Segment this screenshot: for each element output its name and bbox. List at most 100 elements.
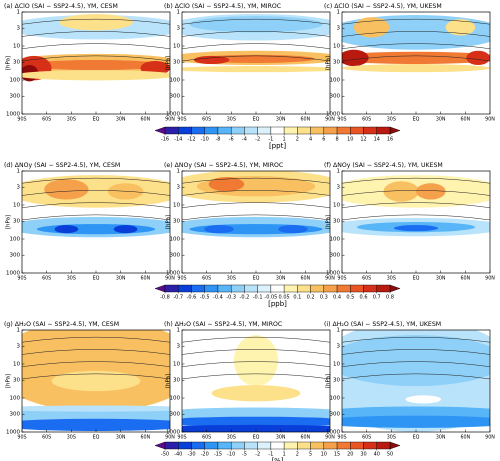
cbar-box <box>230 441 245 450</box>
field <box>182 407 330 420</box>
contour <box>342 202 490 208</box>
contour <box>22 18 170 25</box>
y-tick-label: 1 <box>337 10 341 16</box>
field <box>182 424 330 432</box>
field <box>59 14 133 31</box>
field <box>44 179 89 200</box>
x-tick-label: 30S <box>67 117 76 123</box>
cbar-box <box>310 441 325 450</box>
y-tick-label: 3 <box>17 26 21 32</box>
y-tick-label: 1 <box>17 10 21 16</box>
panel-title: (g) ΔH₂O (SAI − SSP2-4.5), YM, CESM <box>4 321 119 328</box>
cbar-label: 12 <box>360 137 366 143</box>
field <box>189 16 323 33</box>
x-tick-label: 60N <box>300 276 310 282</box>
y-tick-label: 300 <box>10 253 21 259</box>
cbar-box <box>204 126 219 135</box>
x-tick-label: 30N <box>436 276 446 282</box>
field <box>54 225 79 234</box>
cbar-box <box>283 284 298 293</box>
cbar-label: 15 <box>334 452 340 458</box>
x-tick-label: 90S <box>17 435 26 441</box>
field <box>193 55 230 65</box>
y-tick-label: 1000 <box>166 112 180 118</box>
cbar-box <box>191 284 205 293</box>
x-tick-label: 90S <box>177 276 186 282</box>
x-tick-label: 30N <box>116 276 126 282</box>
cbar-label: -5 <box>242 452 247 458</box>
y-tick-label: 10 <box>333 362 340 368</box>
y-label: [hPa] <box>6 215 12 229</box>
x-tick-label: 30N <box>116 117 126 123</box>
field <box>393 225 439 232</box>
cbar-label: -2 <box>255 452 260 458</box>
cbar-box <box>217 284 232 293</box>
cbar-box <box>164 441 179 450</box>
cbar-box <box>310 126 325 135</box>
field <box>208 177 245 192</box>
x-tick-label: EQ <box>253 276 260 282</box>
field <box>22 405 170 412</box>
x-tick-label: 90N <box>325 435 335 441</box>
cbar-label: 10 <box>321 452 327 458</box>
cbar-label: 0.3 <box>320 295 328 301</box>
cbar-box <box>363 441 377 450</box>
y-tick-label: 100 <box>170 237 181 243</box>
cbar-box <box>350 126 364 135</box>
y-tick-label: 1000 <box>6 430 20 436</box>
cbar-box <box>323 284 338 293</box>
field <box>466 50 490 66</box>
cbar-label: 16 <box>387 137 393 143</box>
y-tick-label: 30 <box>13 378 20 384</box>
field <box>233 335 279 387</box>
x-tick-label: 30N <box>276 276 286 282</box>
y-tick-label: 1000 <box>6 271 20 277</box>
cbar-box <box>336 126 351 135</box>
y-tick-label: 300 <box>10 412 21 418</box>
cbar-label: -10 <box>201 137 209 143</box>
cbar-box <box>350 284 364 293</box>
field <box>405 395 442 404</box>
x-tick-label: 90S <box>337 117 346 123</box>
panel <box>182 330 330 432</box>
y-tick-label: 30 <box>173 60 180 66</box>
cbar-label: 1 <box>283 137 286 143</box>
cbar-end <box>389 126 401 135</box>
contour <box>182 31 330 37</box>
cbar-box <box>217 126 232 135</box>
contour <box>182 361 330 367</box>
cbar-label: -12 <box>187 137 195 143</box>
cbar-box <box>257 126 272 135</box>
field <box>29 59 163 71</box>
y-tick-label: 300 <box>330 94 341 100</box>
y-tick-label: 3 <box>337 26 341 32</box>
y-label: [hPa] <box>6 374 12 388</box>
x-tick-label: EQ <box>413 276 420 282</box>
contour <box>182 177 330 184</box>
cbar-unit: [%] <box>271 457 283 461</box>
x-tick-label: 60N <box>460 117 470 123</box>
y-tick-label: 30 <box>173 378 180 384</box>
cbar-label: -10 <box>227 452 235 458</box>
x-tick-label: EQ <box>93 117 100 123</box>
contour <box>22 202 170 208</box>
cbar-box <box>363 126 377 135</box>
contour <box>342 361 490 367</box>
panel-title: (h) ΔH₂O (SAI − SSP2-4.5), YM, MIROC <box>164 321 282 328</box>
cbar-end <box>154 126 166 135</box>
x-tick-label: 90S <box>177 117 186 123</box>
y-tick-label: 30 <box>13 60 20 66</box>
cbar-box <box>297 126 311 135</box>
contour <box>342 177 490 184</box>
cbar-label: -0.6 <box>187 295 197 301</box>
cbar-label: -20 <box>201 452 209 458</box>
x-tick-label: 90N <box>165 117 175 123</box>
panel <box>342 12 490 114</box>
cbar-box <box>244 126 258 135</box>
cbar-box <box>270 126 285 135</box>
panel-title: (f) ΔNOy (SAI − SSP2-4.5), YM, UKESM <box>324 162 443 169</box>
cbar-label: 2 <box>296 452 299 458</box>
contour <box>342 43 490 49</box>
y-tick-label: 100 <box>170 396 181 402</box>
x-tick-label: 90S <box>17 117 26 123</box>
